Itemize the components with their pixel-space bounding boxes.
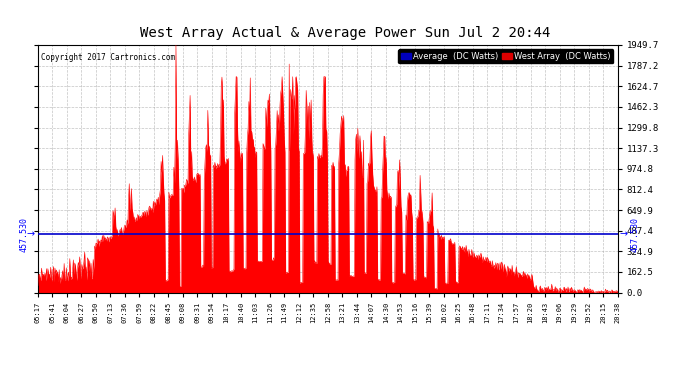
Legend: Average  (DC Watts), West Array  (DC Watts): Average (DC Watts), West Array (DC Watts… [398,49,613,63]
Text: 457.530: 457.530 [19,217,29,252]
Text: West Array Actual & Average Power Sun Jul 2 20:44: West Array Actual & Average Power Sun Ju… [140,26,550,40]
Text: →: → [26,230,34,239]
Text: Copyright 2017 Cartronics.com: Copyright 2017 Cartronics.com [41,53,175,62]
Text: →: → [620,230,628,239]
Text: 457.530: 457.530 [630,217,640,252]
